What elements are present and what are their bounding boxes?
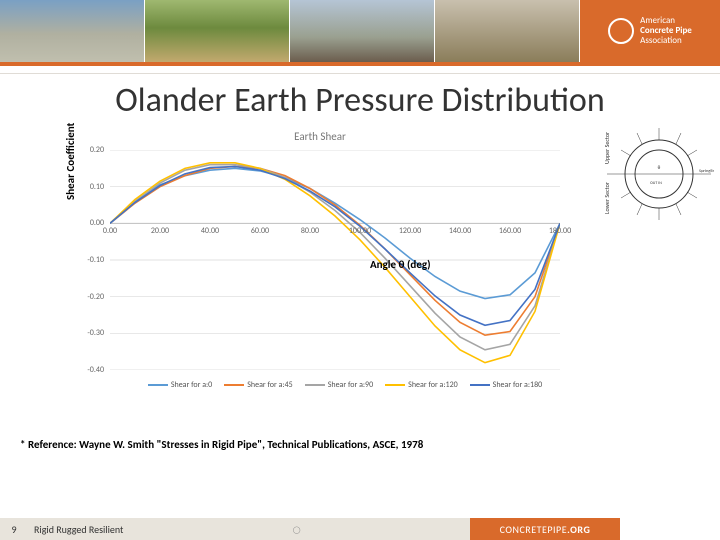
svg-text:θ: θ <box>658 165 661 171</box>
header: American Concrete Pipe Association <box>0 0 720 62</box>
header-photo <box>435 0 580 62</box>
photo-strip <box>0 0 580 62</box>
pipe-ring-icon <box>608 18 634 44</box>
org-logo: American Concrete Pipe Association <box>580 0 720 62</box>
footer-logo-icon: ◯ <box>123 525 470 534</box>
springline-label: Springline <box>699 169 714 174</box>
y-tick: 0.10 <box>64 182 104 192</box>
header-photo <box>290 0 435 62</box>
upper-sector-label: Upper Sector <box>603 132 611 164</box>
chart-title: Earth Shear <box>60 130 580 143</box>
legend-label: Shear for a:0 <box>171 380 212 390</box>
x-tick: 0.00 <box>103 226 117 236</box>
pipe-cross-section-diagram: Upper Sector Lower Sector θ OUT IN Sprin… <box>599 122 714 227</box>
legend-label: Shear for a:90 <box>328 380 373 390</box>
svg-text:OUT IN: OUT IN <box>650 181 662 186</box>
x-tick: 80.00 <box>301 226 319 236</box>
reference-citation: * Reference: Wayne W. Smith "Stresses in… <box>20 438 423 451</box>
x-tick: 100.00 <box>349 226 371 236</box>
header-photo <box>0 0 145 62</box>
y-tick: -0.20 <box>64 292 104 302</box>
footer-url: CONCRETEPIPE.ORG <box>470 518 620 540</box>
legend-item: Shear for a:90 <box>305 380 373 390</box>
x-tick: 20.00 <box>151 226 169 236</box>
slide-title: Olander Earth Pressure Distribution <box>0 80 720 121</box>
chart-svg <box>110 150 560 370</box>
x-tick: 40.00 <box>201 226 219 236</box>
x-tick: 60.00 <box>251 226 269 236</box>
legend-swatch <box>470 384 490 386</box>
footer-tagline: Rigid Rugged Resilient <box>34 523 123 536</box>
legend-label: Shear for a:180 <box>493 380 543 390</box>
page-number: 9 <box>0 523 28 536</box>
x-tick: 180.00 <box>549 226 571 236</box>
footer: 9 Rigid Rugged Resilient ◯ CONCRETEPIPE.… <box>0 518 720 540</box>
y-tick: 0.20 <box>64 145 104 155</box>
plot-area: Angle θ (deg) <box>110 150 560 370</box>
y-tick: 0.00 <box>64 218 104 228</box>
legend-label: Shear for a:45 <box>247 380 292 390</box>
separator-bar <box>0 66 720 74</box>
legend-item: Shear for a:45 <box>224 380 292 390</box>
org-name: American Concrete Pipe Association <box>640 16 692 46</box>
legend-swatch <box>224 384 244 386</box>
legend-item: Shear for a:0 <box>148 380 212 390</box>
legend-item: Shear for a:180 <box>470 380 543 390</box>
chart-legend: Shear for a:0 Shear for a:45 Shear for a:9… <box>110 380 580 390</box>
y-tick: -0.40 <box>64 365 104 375</box>
header-photo <box>145 0 290 62</box>
content-area: Earth Shear Shear Coefficient Angle θ (d… <box>0 120 720 480</box>
y-tick: -0.30 <box>64 328 104 338</box>
x-tick: 160.00 <box>499 226 521 236</box>
legend-label: Shear for a:120 <box>408 380 458 390</box>
legend-item: Shear for a:120 <box>385 380 458 390</box>
legend-swatch <box>148 384 168 386</box>
x-tick: 120.00 <box>399 226 421 236</box>
x-axis-label: Angle θ (deg) <box>370 258 431 271</box>
legend-swatch <box>385 384 405 386</box>
earth-shear-chart: Earth Shear Shear Coefficient Angle θ (d… <box>60 130 580 430</box>
lower-sector-label: Lower Sector <box>603 182 611 214</box>
y-tick: -0.10 <box>64 255 104 265</box>
x-tick: 140.00 <box>449 226 471 236</box>
legend-swatch <box>305 384 325 386</box>
